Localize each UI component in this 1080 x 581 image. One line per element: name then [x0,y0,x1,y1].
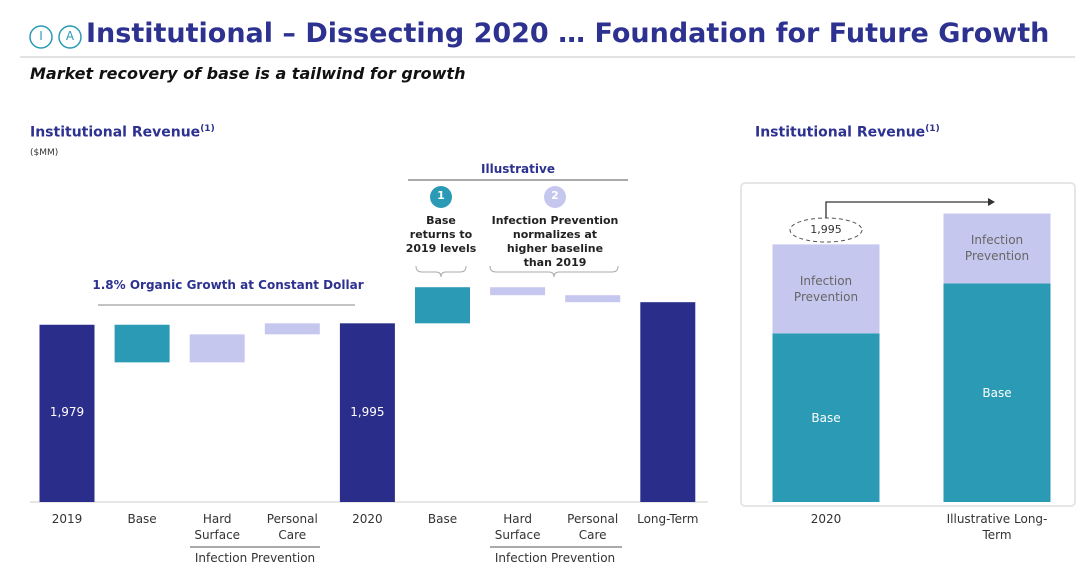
bar [339,323,395,502]
icon-circle [58,25,82,49]
x-tick-label: Illustrative Long-Term [946,512,1048,542]
x-tick-label: Base [427,512,458,526]
bracket-label: 1.8% Organic Growth at Constant Dollar [92,278,364,292]
bar-segment [943,213,1051,284]
bar [415,287,470,324]
brace [489,265,619,278]
unit-label: ($MM) [30,148,59,158]
bar [565,295,621,303]
title-text: Institutional Revenue [755,124,926,141]
x-tick-label: Long-Term [637,512,699,526]
bar [264,323,320,335]
step-number: 1 [437,189,445,202]
x-tick-label: Base [127,512,157,526]
bar [490,287,546,296]
title-text: Institutional Revenue [30,124,201,141]
bar [39,324,95,502]
icon-circle [29,25,53,49]
chart-title: Institutional Revenue(1) [30,124,215,141]
icon-label: I [39,29,43,43]
page-subtitle: Market recovery of base is a tailwind fo… [30,64,466,83]
x-tick-label: Hard Surface [194,512,241,542]
x-tick-label: Personal Care [567,512,619,542]
brace [415,265,467,278]
x-tick-label: Personal Care [266,512,318,542]
bar-segment [772,333,880,502]
segment-label: Infection Prevention [793,273,859,304]
title-note: (1) [200,124,215,134]
icon-label: A [65,29,75,43]
x-tick-label: 2020 [810,512,842,526]
x-tick-label: 2020 [352,512,383,526]
page-title: Institutional – Dissecting 2020 … Founda… [86,18,1050,49]
step-marker [430,186,452,208]
bar [114,324,170,363]
group-label: Infection Prevention [494,551,616,565]
illustrative-label: Illustrative [481,162,555,176]
bar-segment [772,244,880,334]
segment-label: Infection Prevention [964,233,1030,264]
growth-arrow [825,201,988,218]
bar [189,334,245,363]
value-label: 1,979 [49,405,85,420]
step-text: Base returns to 2019 levels [405,214,477,255]
bar [640,302,696,502]
segment-label: Base [982,385,1012,400]
group-label: Infection Prevention [194,551,316,565]
value-label: 1,995 [350,404,385,419]
arrow-head [988,198,995,206]
segment-label: Base [811,410,841,425]
bar-segment [943,283,1051,502]
chart-title: Institutional Revenue(1) [755,124,940,141]
step-number: 2 [551,189,559,202]
step-text: Infection Prevention normalizes at highe… [491,214,619,269]
total-label: 1,995 [810,223,842,236]
panel-frame [740,182,1076,507]
title-note: (1) [925,124,940,134]
step-marker [544,186,566,208]
x-tick-label: 2019 [51,512,83,526]
x-tick-label: Hard Surface [494,512,541,542]
